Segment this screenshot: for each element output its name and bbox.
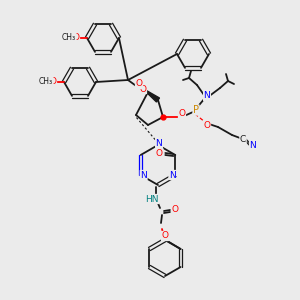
Text: O: O — [140, 85, 146, 94]
Text: CH₃: CH₃ — [39, 77, 53, 86]
Text: N: N — [169, 170, 176, 179]
Text: O: O — [50, 77, 56, 86]
Text: O: O — [156, 148, 163, 158]
Text: N: N — [204, 92, 210, 100]
Text: C: C — [240, 136, 246, 145]
Text: O: O — [203, 121, 211, 130]
Text: CH₃: CH₃ — [62, 34, 76, 43]
Text: O: O — [136, 80, 142, 88]
Text: N: N — [250, 140, 256, 149]
Text: N: N — [140, 170, 147, 179]
Polygon shape — [142, 88, 160, 102]
Text: O: O — [161, 232, 169, 241]
Text: O: O — [73, 34, 80, 43]
Text: P: P — [193, 105, 199, 115]
Text: HN: HN — [145, 194, 159, 203]
Text: N: N — [156, 139, 162, 148]
Text: O: O — [172, 206, 178, 214]
Text: O: O — [178, 110, 185, 118]
